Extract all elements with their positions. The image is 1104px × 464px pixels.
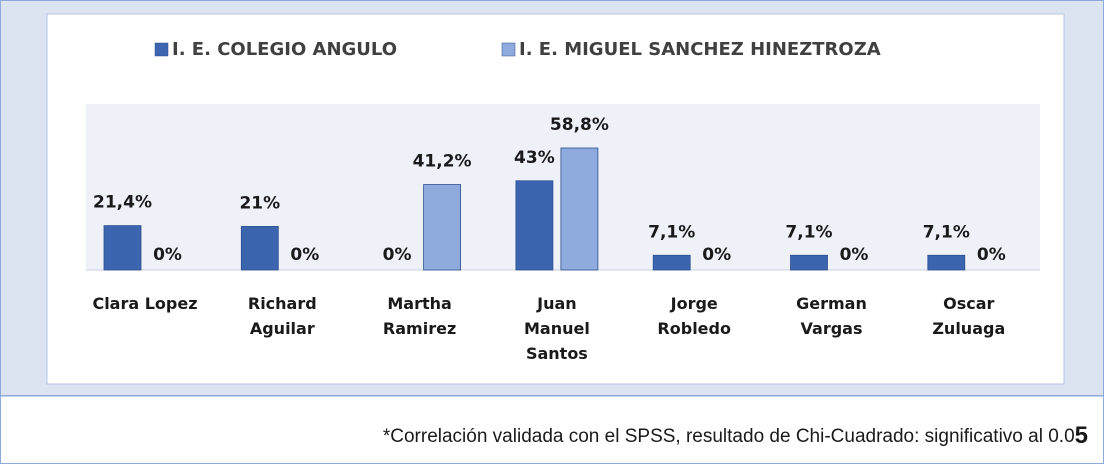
x-tick-label: Martha Ramirez <box>383 294 456 338</box>
value-label: 0% <box>702 245 731 265</box>
legend-swatch <box>154 42 169 57</box>
bar <box>790 254 828 271</box>
value-label: 0% <box>977 245 1006 265</box>
bar <box>560 147 599 271</box>
value-label: 0% <box>153 245 182 265</box>
legend-swatch <box>501 42 516 57</box>
value-label: 7,1% <box>923 222 970 242</box>
value-label: 58,8% <box>550 115 609 135</box>
bar <box>423 184 462 271</box>
legend-label: I. E. MIGUEL SANCHEZ HINEZTROZA <box>519 39 881 60</box>
bar <box>515 180 554 271</box>
value-label: 21,4% <box>93 193 152 213</box>
footer-frame <box>0 395 1104 464</box>
x-tick-label: Oscar Zuluaga <box>932 294 1005 338</box>
value-label: 7,1% <box>648 222 695 242</box>
value-label: 0% <box>383 245 412 265</box>
x-tick-label: Jorge Robledo <box>657 294 731 338</box>
x-tick-label: German Vargas <box>796 294 867 338</box>
value-label: 7,1% <box>785 222 832 242</box>
legend-label: I. E. COLEGIO ANGULO <box>172 39 397 60</box>
x-tick-label: Richard Aguilar <box>248 294 317 338</box>
value-label: 0% <box>840 245 869 265</box>
value-label: 43% <box>514 148 555 168</box>
value-label: 0% <box>290 245 319 265</box>
x-tick-label: Clara Lopez <box>92 294 197 313</box>
value-label: 21% <box>239 193 280 213</box>
bar <box>652 254 691 271</box>
bar <box>927 254 966 271</box>
x-tick-label: Juan Manuel Santos <box>524 294 590 363</box>
footnote: *Correlación validada con el SPSS, resul… <box>383 422 1088 449</box>
bar <box>240 226 279 271</box>
bar <box>103 225 142 271</box>
value-label: 41,2% <box>413 152 472 172</box>
